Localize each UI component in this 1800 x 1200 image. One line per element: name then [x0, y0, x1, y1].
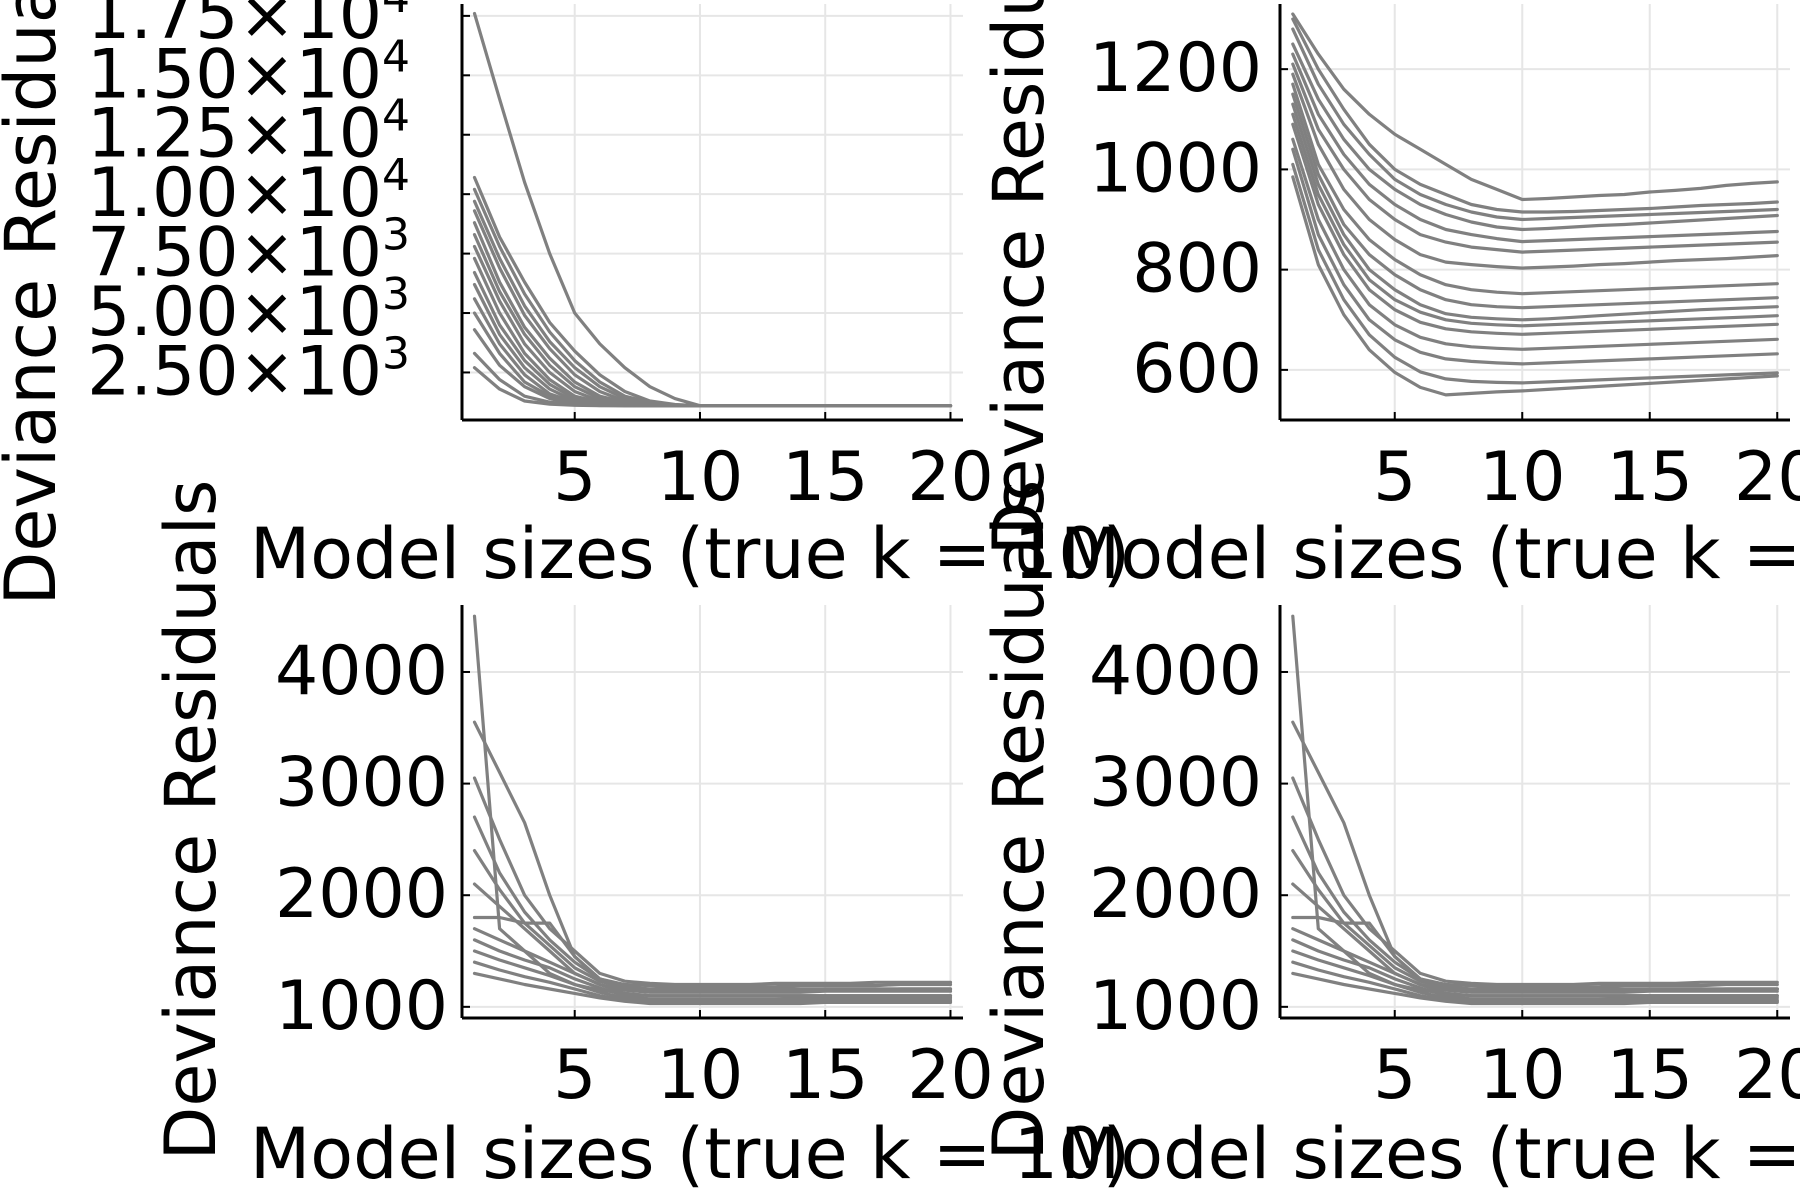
- y-tick-label: 1200: [1089, 29, 1262, 108]
- x-tick-label: 10: [1479, 1036, 1566, 1115]
- series-line: [1291, 12, 1779, 202]
- y-tick-label: 5.00×103: [87, 269, 410, 352]
- series-line: [472, 915, 953, 991]
- series-line: [1291, 92, 1779, 310]
- x-tick-label: 5: [553, 1036, 596, 1115]
- y-tick-label: 1.25×104: [87, 91, 410, 174]
- y-tick-label: 1.75×104: [87, 0, 410, 55]
- series-line: [1291, 17, 1779, 214]
- x-tick-label: 10: [657, 1036, 744, 1115]
- x-tick-label: 20: [907, 438, 994, 517]
- y-tick-label: 1000: [1089, 129, 1262, 208]
- series-line: [1291, 815, 1779, 989]
- series-line: [1291, 62, 1779, 254]
- panel-1: 5 10 15 202.50×1035.00×1037.50×1031.00×1041…: [0, 0, 1130, 606]
- panel-2: 5 10 15 20 600 800 1000 1200 Model sizes (true k…: [978, 0, 1800, 595]
- y-axis-label: Deviance Residuals: [0, 0, 72, 606]
- series-line: [1291, 927, 1779, 998]
- x-tick-label: 15: [1606, 438, 1693, 517]
- y-tick-label: 4000: [1089, 632, 1262, 711]
- series-line: [1291, 102, 1779, 322]
- x-tick-label: 15: [1606, 1036, 1693, 1115]
- series-line: [1291, 112, 1779, 328]
- y-tick-label: 1.00×104: [87, 150, 410, 233]
- y-tick-label: 7.50×103: [87, 210, 410, 293]
- y-tick-label: 3000: [275, 744, 448, 823]
- series-line: [1291, 162, 1779, 385]
- x-axis-label: Model sizes (true k = 10): [250, 1113, 1130, 1195]
- x-axis-label: Model sizes (true k = 10): [250, 513, 1130, 595]
- series-line: [472, 971, 953, 1006]
- y-tick-label: 600: [1132, 330, 1262, 409]
- y-tick-label: 2000: [275, 855, 448, 934]
- series-line: [1291, 915, 1779, 991]
- series-line: [1291, 147, 1779, 366]
- x-tick-label: 5: [553, 438, 596, 517]
- series-line: [1291, 72, 1779, 270]
- series-line: [472, 776, 953, 987]
- y-tick-label: 4000: [275, 632, 448, 711]
- x-tick-label: 20: [1734, 438, 1800, 517]
- y-tick-label: 1000: [275, 967, 448, 1046]
- y-axis-label: Deviance Residuals: [978, 480, 1060, 1161]
- y-tick-label: 3000: [1089, 744, 1262, 823]
- series-line: [1291, 938, 1779, 1001]
- x-axis-label: Model sizes (true k = 10): [1060, 1113, 1800, 1195]
- y-tick-label: 1000: [1089, 967, 1262, 1046]
- x-tick-label: 20: [907, 1036, 994, 1115]
- series-line: [472, 882, 953, 994]
- series-line: [1291, 776, 1779, 987]
- series-line: [472, 927, 953, 998]
- series-line: [472, 938, 953, 1001]
- series-line: [1291, 882, 1779, 994]
- series-line: [1291, 175, 1779, 397]
- y-axis-label: Deviance Residuals: [978, 0, 1060, 556]
- x-tick-label: 20: [1734, 1036, 1800, 1115]
- x-tick-label: 5: [1373, 438, 1416, 517]
- series-line: [1291, 137, 1779, 351]
- y-tick-label: 800: [1132, 230, 1262, 309]
- x-tick-label: 15: [782, 1036, 869, 1115]
- panel-4: 5 10 15 20 1000 2000 3000 4000 Model sizes (true…: [978, 480, 1800, 1196]
- y-tick-label: 2000: [1089, 855, 1262, 934]
- x-axis-label: Model sizes (true k = 10): [1060, 513, 1800, 595]
- x-tick-label: 15: [782, 438, 869, 517]
- series-line: [1291, 122, 1779, 336]
- y-tick-label: 2.50×103: [87, 328, 410, 411]
- series-line: [472, 366, 953, 408]
- x-tick-label: 10: [1479, 438, 1566, 517]
- series-line: [1291, 27, 1779, 222]
- series-line: [1291, 52, 1779, 244]
- y-tick-label: 1.50×104: [87, 31, 410, 114]
- panel-3: 5 10 15 20 1000 2000 3000 4000 Model sizes (true…: [150, 480, 1130, 1196]
- series-line: [1291, 42, 1779, 232]
- series-line: [1291, 971, 1779, 1006]
- x-tick-label: 5: [1373, 1036, 1416, 1115]
- series-line: [1291, 82, 1779, 296]
- series-line: [472, 815, 953, 989]
- x-tick-label: 10: [657, 438, 744, 517]
- y-axis-label: Deviance Residuals: [150, 480, 232, 1161]
